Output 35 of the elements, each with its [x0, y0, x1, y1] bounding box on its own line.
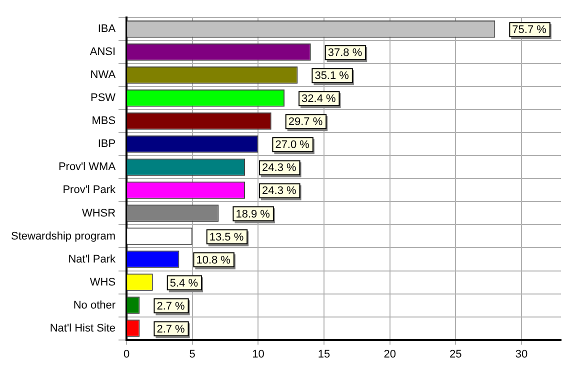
- annotation: 35.1 %: [314, 70, 350, 82]
- annotation: 37.8 %: [328, 47, 362, 60]
- y-tick-label: IBP: [98, 138, 116, 150]
- x-tick-label: 0: [123, 348, 130, 360]
- annotation: 10.8 %: [196, 254, 231, 266]
- y-tick-label: Nat'l Park: [68, 253, 116, 266]
- y-tick-label: IBA: [98, 23, 116, 36]
- y-tick-label: Nat'l Hist Site: [50, 322, 116, 334]
- y-tick-label: WHS: [90, 276, 116, 288]
- annotation: 27.0 %: [275, 139, 310, 152]
- y-tick-label: Stewardship program: [10, 230, 116, 242]
- annotation: 2.7 %: [156, 323, 186, 336]
- annotation: 18.9 %: [236, 208, 270, 220]
- y-tick-label: ANSI: [90, 46, 116, 58]
- annotation: 24.3 %: [262, 185, 296, 198]
- annotation: 29.7 %: [288, 116, 323, 128]
- y-tick-label: WHSR: [82, 207, 116, 220]
- annotation: 2.7 %: [156, 300, 186, 312]
- x-tick-label: 5: [189, 348, 196, 360]
- annotation: 5.4 %: [170, 277, 198, 290]
- x-tick-label: 25: [450, 348, 462, 360]
- x-tick-label: 20: [384, 348, 396, 360]
- annotation: 75.7 %: [512, 24, 547, 36]
- x-tick-label: 10: [252, 348, 264, 360]
- annotation: 32.4 %: [302, 93, 336, 106]
- annotation: 24.3 %: [262, 162, 296, 174]
- x-tick-label: 30: [515, 348, 528, 360]
- y-tick-label: Prov'l WMA: [58, 161, 116, 174]
- y-tick-label: Prov'l Park: [62, 184, 116, 196]
- y-tick-label: PSW: [90, 92, 116, 104]
- y-tick-label: No other: [73, 299, 116, 312]
- y-tick-label: NWA: [90, 69, 116, 82]
- annotation: 13.5 %: [209, 231, 244, 244]
- y-tick-label: MBS: [92, 115, 116, 128]
- x-tick-label: 15: [318, 348, 330, 360]
